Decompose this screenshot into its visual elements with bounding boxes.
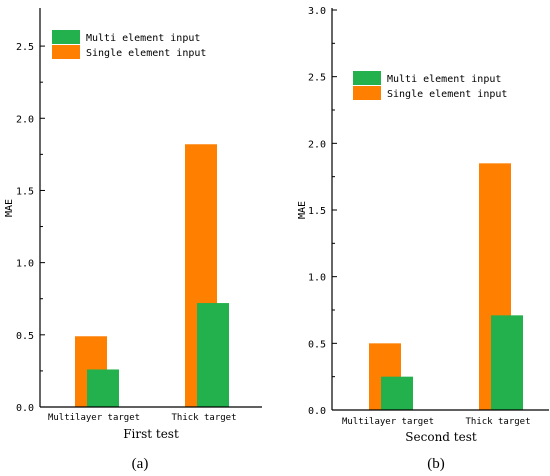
x-tick-label: Thick target [465, 417, 530, 427]
legend-swatch-single [52, 45, 80, 59]
y-tick-label: 1.5 [16, 186, 34, 197]
legend-label: Multi element input [387, 74, 501, 85]
y-tick-label: 0.5 [16, 331, 34, 342]
x-axis-title: Second test [405, 430, 477, 444]
bar-multi-0 [381, 376, 413, 410]
bar-multi-1 [491, 315, 523, 410]
bar-multi-0 [87, 369, 119, 407]
y-axis-title: MAE [297, 201, 308, 219]
x-tick-label: Multilayer target [342, 417, 434, 427]
legend-label: Single element input [387, 89, 507, 100]
panel-b: 0.0 0.5 1.0 1.5 2.0 2.5 3.0 Multilayer target Th… [297, 6, 549, 472]
y-tick-label: 2.0 [308, 139, 326, 150]
legend-swatch-multi [52, 30, 80, 44]
y-tick-label: 2.5 [16, 42, 34, 53]
legend-swatch-multi [353, 71, 381, 85]
panel-label: (b) [427, 456, 445, 472]
y-tick-label: 0.5 [308, 339, 326, 350]
y-tick-label: 0.0 [308, 406, 326, 417]
legend: Multi element input Single element input [52, 30, 206, 59]
panel-a: 0.0 0.5 1.0 1.5 2.0 2.5 Multilayer target Thick… [4, 8, 262, 472]
x-axis-title: First test [123, 427, 179, 441]
legend-swatch-single [353, 86, 381, 100]
y-axis-title: MAE [4, 199, 15, 217]
y-tick-label: 1.0 [16, 259, 34, 270]
panel-label: (a) [132, 456, 149, 472]
legend-label: Single element input [86, 48, 206, 59]
x-tick-label: Thick target [171, 413, 236, 423]
legend-label: Multi element input [86, 33, 200, 44]
y-tick-label: 2.0 [16, 114, 34, 125]
y-tick-label: 1.0 [308, 273, 326, 284]
y-tick-label: 1.5 [308, 206, 326, 217]
x-tick-label: Multilayer target [48, 413, 140, 423]
y-tick-label: 0.0 [16, 403, 34, 414]
legend: Multi element input Single element input [353, 71, 507, 100]
y-tick-label: 3.0 [308, 6, 326, 17]
y-tick-label: 2.5 [308, 73, 326, 84]
bar-multi-1 [197, 303, 229, 407]
